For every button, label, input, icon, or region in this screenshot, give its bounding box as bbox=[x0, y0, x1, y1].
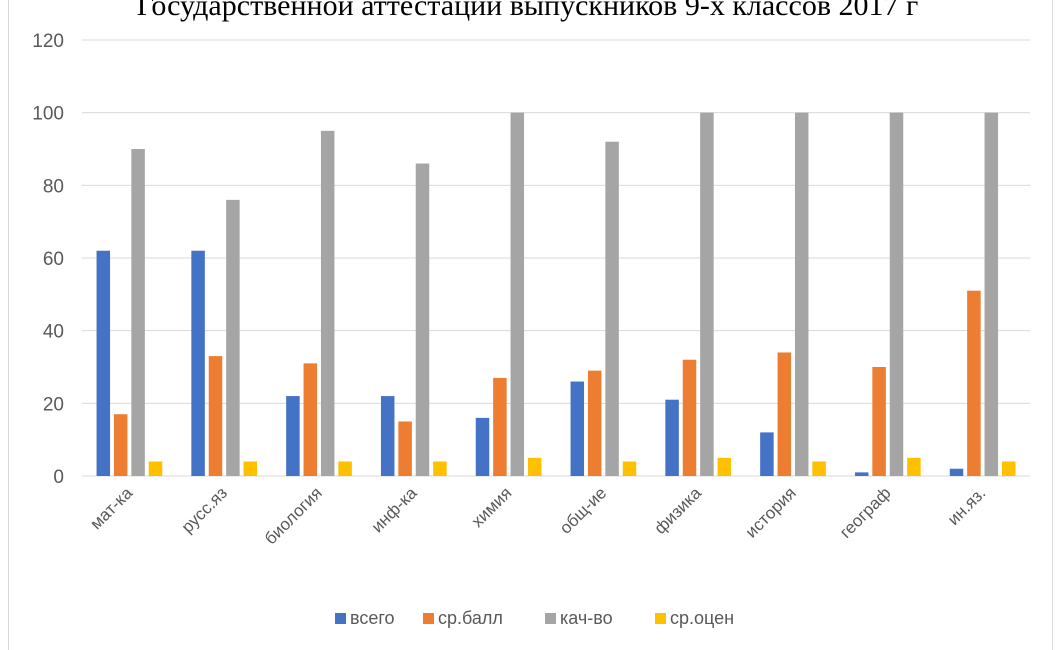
bar-ср.оцен-химия bbox=[527, 457, 542, 476]
bar-всего-история bbox=[760, 432, 774, 476]
bar-ср.балл-общ-ие bbox=[587, 370, 602, 476]
bar-ср.балл-географ bbox=[872, 367, 886, 476]
bar-всего-физика bbox=[665, 399, 679, 476]
y-tick-label: 120 bbox=[32, 31, 64, 52]
x-tick-label: биология bbox=[261, 483, 326, 548]
x-tick-label: история bbox=[742, 483, 800, 541]
bar-кач-во-инф-ка bbox=[415, 163, 430, 477]
x-tick-label: физика bbox=[651, 483, 706, 538]
chart-title: Государственной аттестации выпускников 9… bbox=[136, 0, 919, 22]
bar-всего-биология bbox=[286, 396, 300, 476]
bar-кач-во-история bbox=[794, 112, 809, 477]
bar-ср.балл-история bbox=[777, 352, 792, 476]
bar-ср.оцен-общ-ие bbox=[622, 461, 637, 476]
gridlines bbox=[82, 39, 1030, 477]
legend: всего ср.балл кач-во ср.оцен bbox=[335, 608, 734, 628]
bar-ср.оцен-история bbox=[812, 461, 826, 476]
bar-кач-во-ин.яз. bbox=[984, 112, 999, 477]
legend-label: ср.балл bbox=[438, 608, 503, 628]
bar-ср.балл-физика bbox=[682, 359, 697, 476]
bar-всего-химия bbox=[475, 417, 490, 476]
bar-всего-инф-ка bbox=[380, 396, 395, 476]
bar-ср.оцен-мат-ка bbox=[148, 461, 163, 476]
bar-кач-во-географ bbox=[889, 112, 904, 477]
bar-ср.оцен-географ bbox=[907, 457, 921, 476]
x-tick-label: географ bbox=[836, 483, 895, 542]
bar-кач-во-русс.яз bbox=[226, 199, 240, 476]
x-tick-label: общ-ие bbox=[556, 483, 610, 537]
bar-ср.оцен-ин.яз. bbox=[1001, 461, 1016, 476]
bar-ср.оцен-инф-ка bbox=[433, 461, 447, 476]
legend-label: кач-во bbox=[560, 608, 613, 628]
bar-кач-во-биология bbox=[320, 130, 335, 477]
y-axis-ticks: 0 20 40 60 80 100 120 bbox=[32, 31, 64, 488]
x-tick-label: химия bbox=[468, 483, 516, 531]
legend-label: ср.оцен bbox=[670, 608, 734, 628]
x-tick-label: инф-ка bbox=[368, 483, 421, 536]
bar-кач-во-общ-ие bbox=[605, 141, 619, 476]
bar-ср.оцен-русс.яз bbox=[243, 461, 258, 476]
x-tick-label: мат-ка bbox=[86, 483, 136, 533]
legend-swatch-ср.оцен bbox=[655, 613, 666, 624]
bar-ср.балл-ин.яз. bbox=[967, 290, 981, 476]
bar-ср.балл-русс.яз bbox=[208, 356, 223, 476]
bar-ср.оцен-физика bbox=[717, 457, 732, 476]
bar-всего-общ-ие bbox=[570, 381, 585, 476]
bars bbox=[96, 112, 1016, 477]
bar-всего-русс.яз bbox=[191, 250, 205, 476]
bar-всего-ин.яз. bbox=[949, 468, 964, 476]
y-tick-label: 20 bbox=[43, 394, 64, 415]
bar-кач-во-физика bbox=[700, 112, 714, 477]
bar-всего-географ bbox=[854, 472, 869, 476]
y-tick-label: 80 bbox=[43, 176, 64, 197]
x-tick-label: ин.яз. bbox=[944, 483, 989, 528]
bar-ср.балл-мат-ка bbox=[113, 414, 128, 476]
bar-ср.балл-химия bbox=[493, 377, 507, 476]
legend-swatch-всего bbox=[335, 613, 346, 624]
y-tick-label: 60 bbox=[43, 249, 64, 270]
legend-swatch-кач-во bbox=[545, 613, 556, 624]
y-tick-label: 100 bbox=[32, 104, 64, 125]
bar-кач-во-химия bbox=[510, 112, 525, 477]
x-tick-label: русс.яз bbox=[178, 483, 231, 536]
legend-label: всего bbox=[350, 608, 395, 628]
bar-ср.оцен-биология bbox=[338, 461, 352, 476]
y-tick-label: 0 bbox=[53, 467, 64, 488]
y-tick-label: 40 bbox=[43, 322, 64, 343]
x-axis-ticks: мат-ка русс.яз биология инф-ка химия общ-ие фи… bbox=[86, 483, 989, 548]
bar-кач-во-мат-ка bbox=[131, 149, 145, 476]
bar-ср.балл-инф-ка bbox=[398, 421, 412, 476]
bar-ср.балл-биология bbox=[303, 363, 318, 476]
legend-swatch-ср.балл bbox=[423, 613, 434, 624]
bar-всего-мат-ка bbox=[96, 250, 111, 476]
chart-frame bbox=[8, 0, 1053, 650]
